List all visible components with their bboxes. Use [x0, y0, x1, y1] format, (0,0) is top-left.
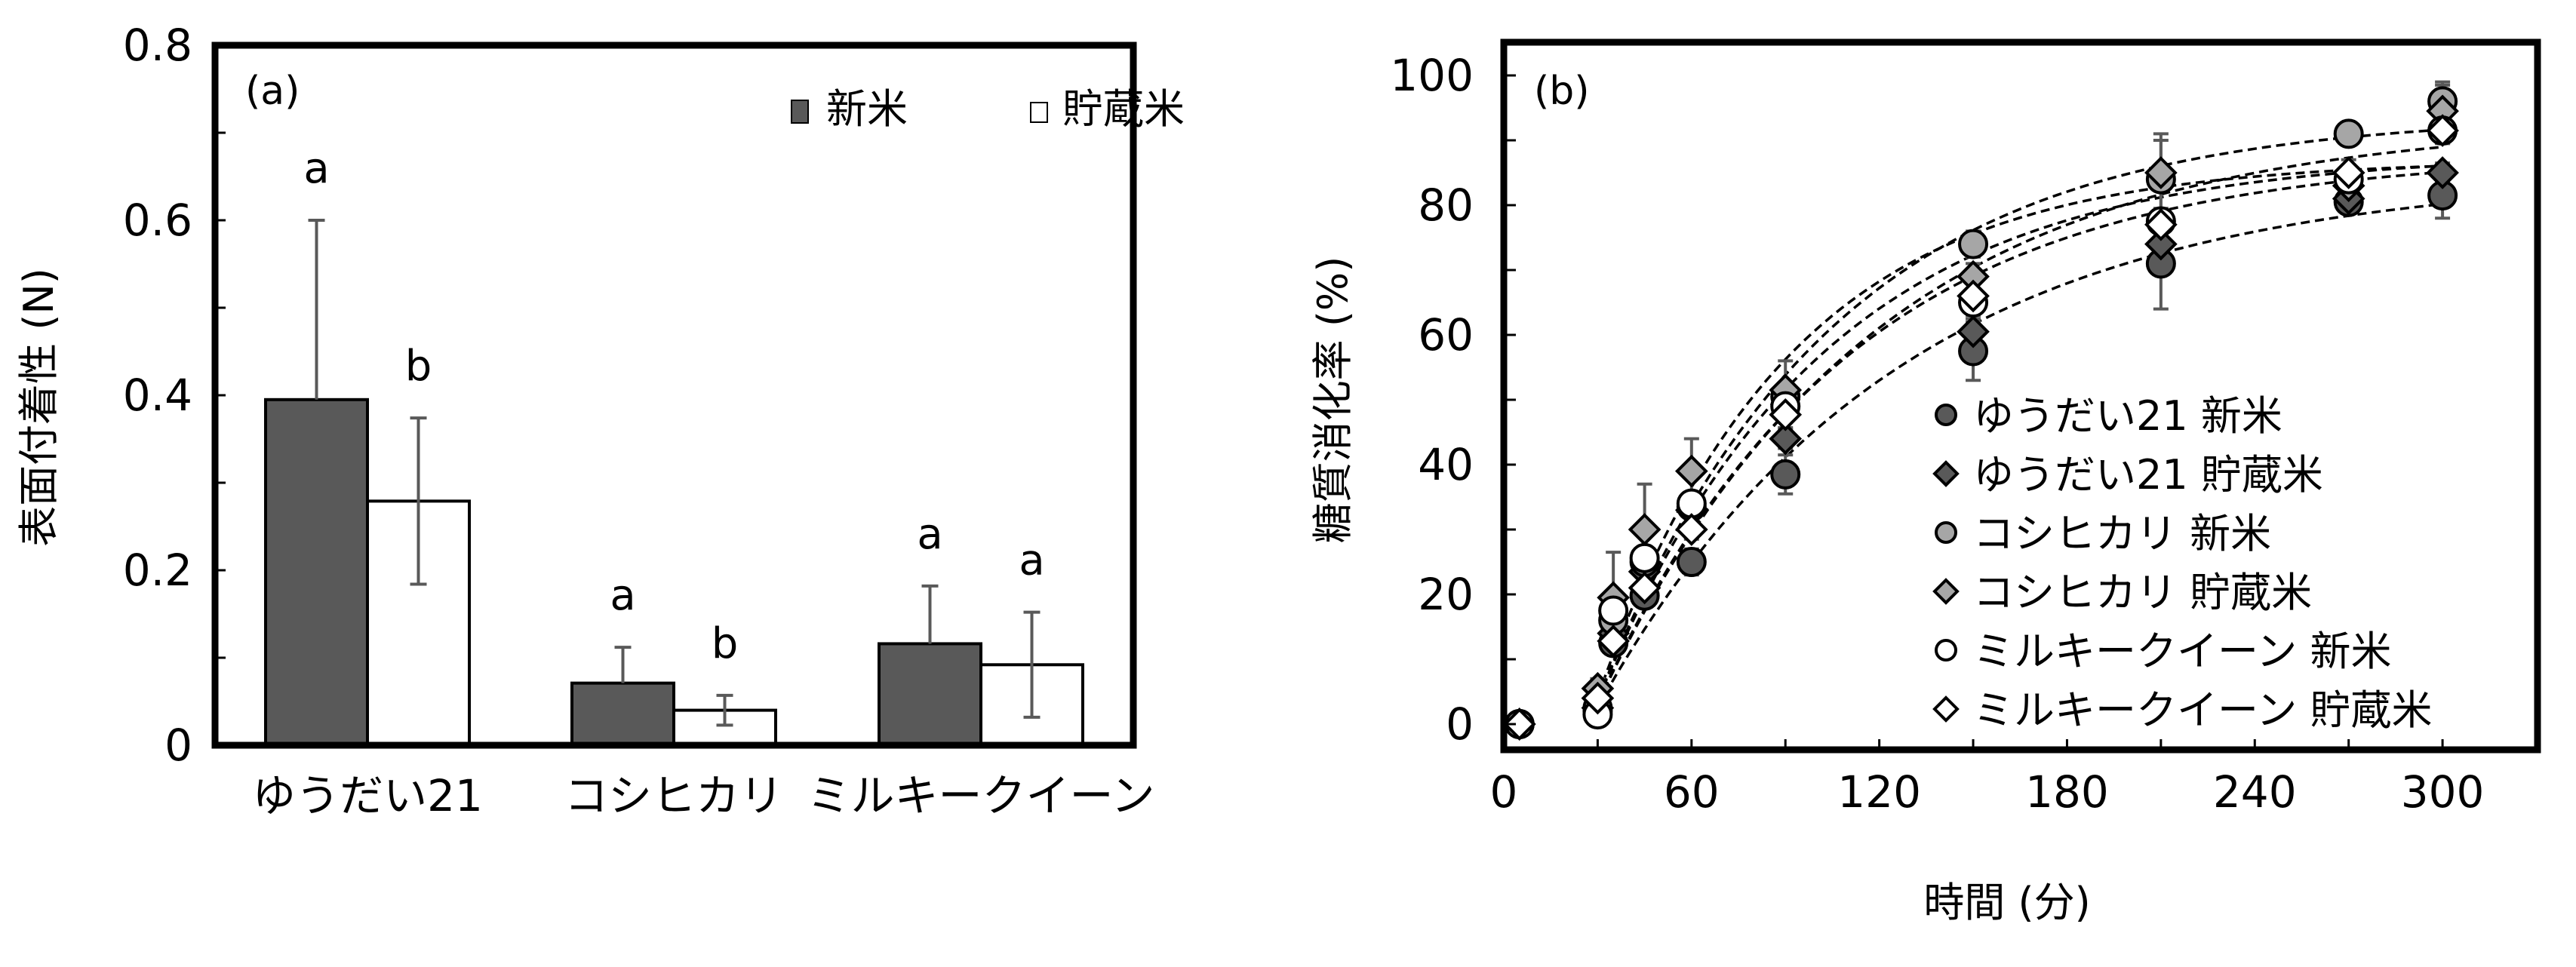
tick-label: 60: [1664, 766, 1720, 818]
significance-letters: a b a b a a: [303, 144, 1044, 668]
fit-curve: [1596, 146, 2443, 705]
diamond-marker: [1628, 513, 1661, 546]
bar: [878, 642, 982, 747]
legend-marker: [1935, 639, 1957, 662]
diamond-marker: [1674, 513, 1708, 546]
tick-label: 20: [1418, 569, 1474, 620]
bar: [570, 681, 675, 748]
diamond-marker: [1597, 625, 1630, 658]
significance-letter: b: [712, 619, 739, 668]
legend-label: ミルキークイーン 新米: [1973, 628, 2391, 675]
tick-label: 0: [164, 720, 192, 771]
circle-marker: [1598, 595, 1629, 626]
legend-marker: [1935, 521, 1957, 544]
tick-label: 240: [2213, 766, 2297, 818]
legend-marker: [1935, 404, 1957, 426]
bar: [264, 398, 369, 747]
diamond-marker: [1957, 315, 1990, 348]
circle-marker: [1770, 459, 1801, 490]
tick-label: 0.8: [123, 20, 192, 71]
fit-curve: [1596, 128, 2443, 701]
tick-label: 100: [1390, 50, 1474, 101]
significance-letter: a: [917, 510, 942, 559]
legend: 新米 貯蔵米: [791, 85, 1185, 133]
data-points: [1502, 86, 2459, 741]
legend-swatch-new-rice: [791, 100, 809, 124]
y-axis-ticks: 0 20 40 60 80 100: [1390, 50, 1516, 750]
legend-marker: [1932, 578, 1960, 605]
y-axis-ticks: 0 0.2 0.4 0.6 0.8: [123, 20, 226, 771]
diamond-marker: [2332, 156, 2365, 189]
tick-label: 60: [1418, 309, 1474, 361]
fit-curve: [1596, 164, 2443, 698]
bar-chart-surface-adhesion: a b a b a a 0 0.2 0.4 0.6 0.8 ゆうだい21 コシヒカリ ミルキークイーン…: [15, 20, 1185, 821]
diamond-marker: [1502, 708, 1536, 741]
significance-letter: a: [610, 571, 635, 620]
circle-marker: [1676, 547, 1707, 577]
error-bars: [308, 219, 1041, 727]
category-label: コシヒカリ: [564, 770, 783, 821]
legend-marker: [1932, 695, 1960, 723]
tick-label: 120: [1837, 766, 1921, 818]
significance-letter: a: [1019, 536, 1044, 585]
x-axis-category-labels: ゆうだい21 コシヒカリ ミルキークイーン: [252, 770, 1154, 821]
tick-label: 0: [1490, 766, 1518, 818]
y-axis-title: 糖質消化率 (%): [1309, 256, 1357, 544]
fit-curve: [1596, 202, 2443, 708]
diamond-marker: [2144, 227, 2178, 261]
bar-series: [264, 398, 1084, 748]
significance-letter: b: [405, 342, 432, 391]
diamond-marker: [2144, 156, 2178, 189]
tick-label: 0.4: [123, 370, 192, 421]
diamond-marker: [2144, 207, 2178, 241]
diamond-marker: [1769, 398, 1803, 431]
tick-label: 0.2: [123, 545, 192, 596]
category-label: ゆうだい21: [252, 770, 483, 821]
diamond-marker: [2426, 114, 2459, 147]
legend-label: ゆうだい21 新米: [1973, 392, 2282, 440]
tick-label: 0.6: [123, 195, 192, 246]
legend-label-new-rice: 新米: [826, 85, 908, 133]
legend-label: ミルキークイーン 貯蔵米: [1973, 686, 2432, 734]
circle-marker: [1958, 229, 1989, 259]
circle-marker: [2333, 118, 2364, 149]
legend-label-stored-rice: 貯蔵米: [1062, 85, 1185, 133]
tick-label: 300: [2401, 766, 2485, 818]
diamond-marker: [1581, 681, 1615, 715]
legend-label: コシヒカリ 貯蔵米: [1973, 569, 2312, 616]
diamond-marker: [1674, 454, 1708, 488]
diamond-marker: [1628, 571, 1661, 605]
significance-letter: a: [303, 144, 329, 193]
tick-label: 0: [1446, 698, 1474, 750]
x-axis-ticks: 0 60 120 180 240 300: [1490, 739, 2485, 818]
circle-marker: [1629, 542, 1660, 573]
tick-label: 180: [2025, 766, 2109, 818]
panel-label: (b): [1534, 69, 1590, 114]
legend-marker: [1932, 460, 1960, 487]
y-axis-title: 表面付着性 (N): [15, 268, 63, 547]
fit-curves: [1596, 128, 2443, 708]
legend-swatch-stored-rice: [1030, 102, 1048, 123]
tick-label: 40: [1418, 439, 1474, 490]
category-label: ミルキークイーン: [807, 770, 1154, 821]
scatter-chart-starch-digestion: 0 20 40 60 80 100 0 60 120 180 240 300 (b) 糖質消化率 (…: [1309, 38, 2541, 926]
tick-label: 80: [1418, 180, 1474, 231]
legend-label: ゆうだい21 貯蔵米: [1973, 451, 2323, 499]
legend-label: コシヒカリ 新米: [1973, 510, 2271, 557]
fit-curve: [1596, 164, 2443, 701]
panel-label: (a): [245, 69, 300, 114]
plot-frame: [1500, 38, 2541, 754]
diamond-marker: [1769, 422, 1803, 456]
x-axis-title: 時間 (分): [1923, 879, 2090, 926]
diamond-marker: [2426, 156, 2459, 189]
diamond-marker: [1957, 279, 1990, 313]
